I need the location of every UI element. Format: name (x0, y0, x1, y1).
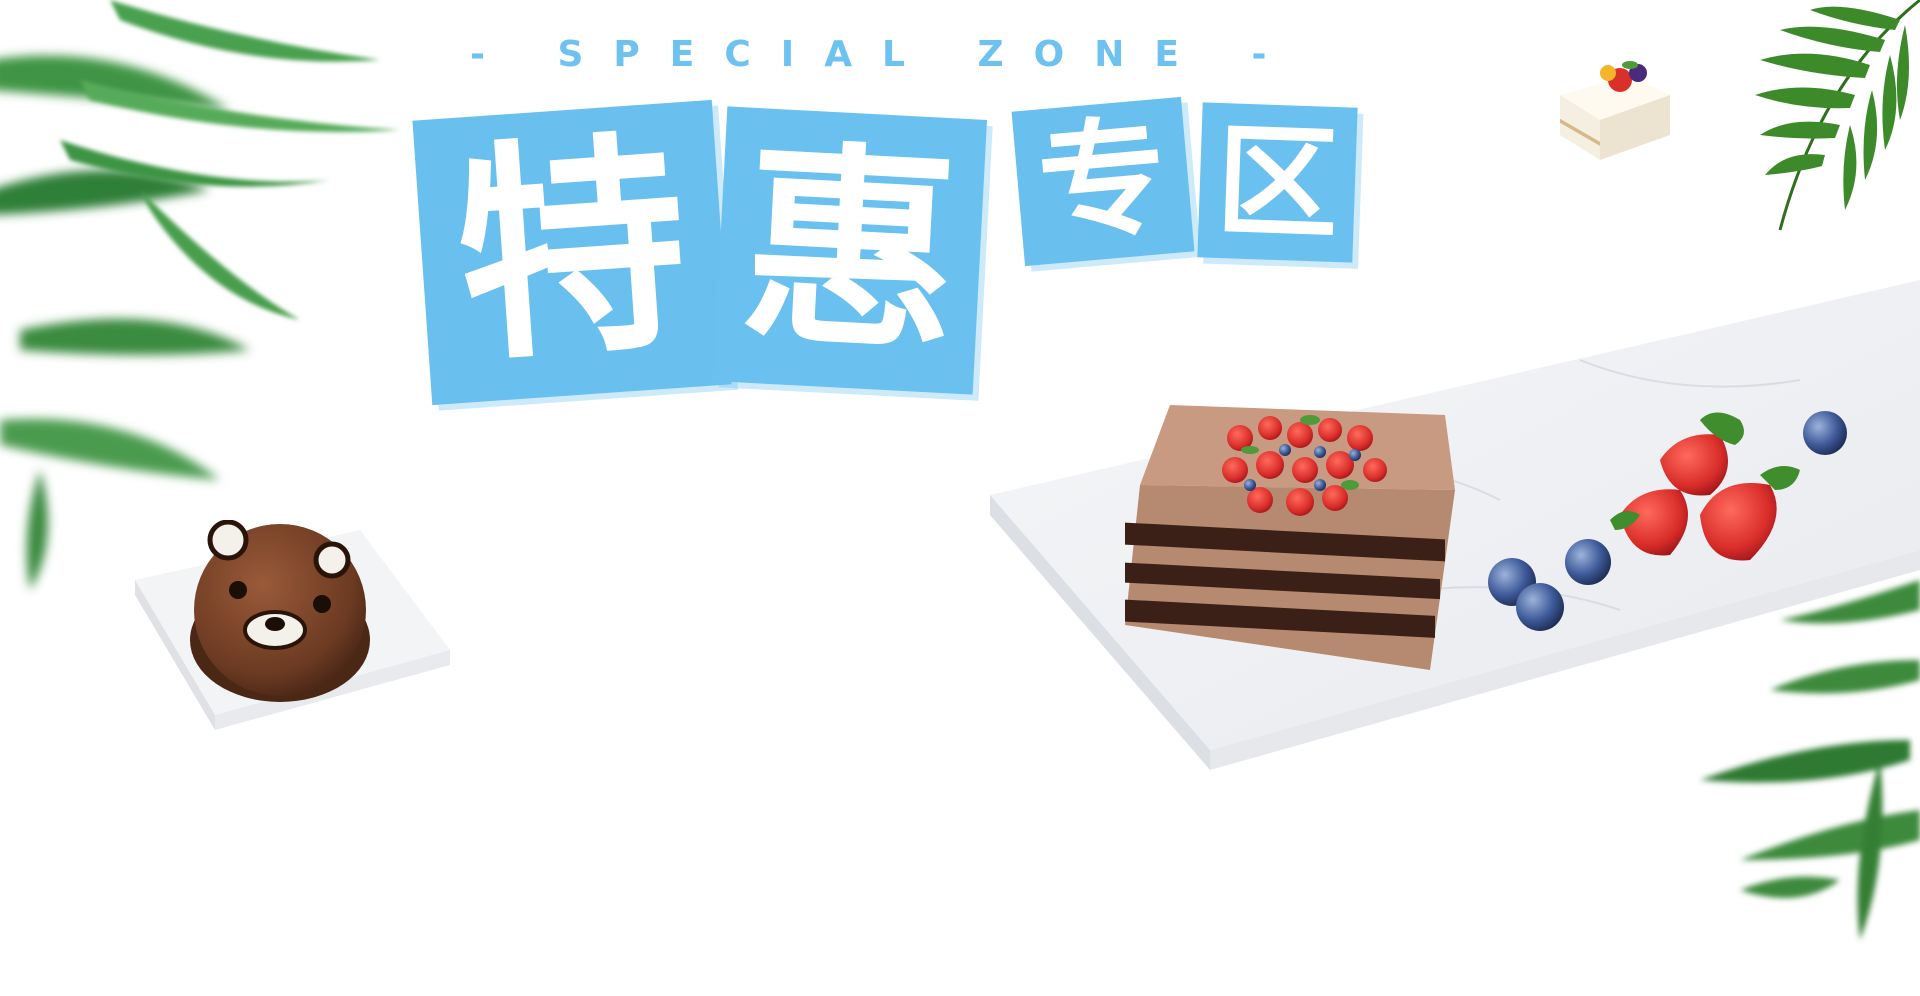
leaf-cluster-bottom-right-icon (1700, 580, 1920, 940)
layer-cake-icon (1125, 405, 1455, 670)
small-marble-plate (135, 520, 450, 730)
title-tile-4: 区 (1197, 102, 1358, 263)
title-char-4: 区 (1214, 109, 1341, 256)
leaf-cluster-left-icon (0, 0, 400, 590)
title-tile-3: 专 (1011, 96, 1195, 267)
special-zone-subtitle: - SPECIAL ZONE - (470, 34, 1297, 75)
slice-cake-icon (1560, 61, 1670, 160)
title-tile-2: 惠 (712, 106, 988, 395)
title-tile-1: 特 (412, 99, 732, 406)
strawberry-icon (1610, 412, 1800, 561)
title-char-3: 专 (1032, 101, 1174, 261)
title-char-1: 特 (447, 110, 696, 394)
title-char-2: 惠 (736, 119, 964, 382)
bear-cake-icon (190, 520, 370, 702)
blueberry-icon (1488, 411, 1847, 631)
palm-leaf-top-right-icon (1755, 0, 1920, 231)
marble-display-slab (990, 280, 1920, 770)
